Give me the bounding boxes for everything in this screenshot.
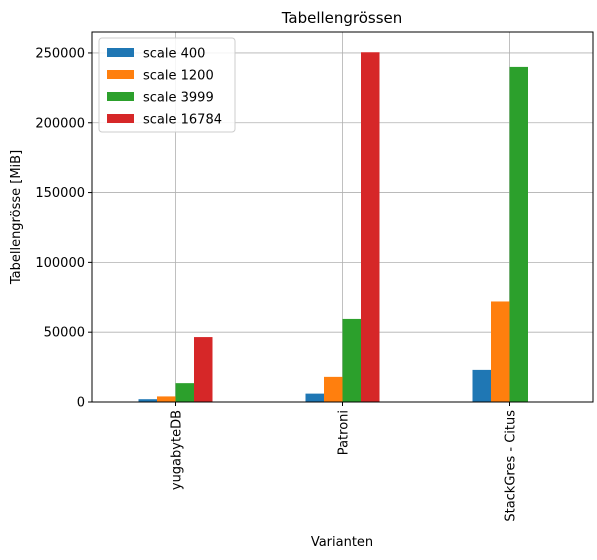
bar xyxy=(509,66,528,402)
legend-swatch xyxy=(107,48,134,57)
y-axis-title: Tabellengrösse [MiB] xyxy=(9,150,24,285)
chart-title: Tabellengrössen xyxy=(281,9,403,27)
x-tick-label: yugabyteDB xyxy=(170,410,185,490)
bar xyxy=(194,337,213,402)
legend-box xyxy=(98,37,236,133)
bar xyxy=(175,383,194,402)
legend-label: scale 1200 xyxy=(143,69,214,84)
bar xyxy=(138,399,157,402)
x-axis-title: Varianten xyxy=(311,535,373,550)
y-axis: 0 50000 100000 150000 200000 250000 xyxy=(35,46,92,411)
bars xyxy=(138,52,528,403)
legend-label: scale 3999 xyxy=(143,91,214,106)
y-tick-label: 100000 xyxy=(35,256,85,271)
legend-swatch xyxy=(107,70,134,79)
bar xyxy=(342,318,361,402)
y-tick-label: 50000 xyxy=(44,326,85,341)
legend: scale 400 scale 1200 scale 3999 scale 16784 xyxy=(98,37,236,133)
bar xyxy=(361,52,380,403)
bar xyxy=(305,393,324,402)
legend-swatch xyxy=(107,92,134,101)
y-tick-label: 200000 xyxy=(35,116,85,131)
legend-label: scale 16784 xyxy=(143,113,222,128)
y-tick-label: 0 xyxy=(77,396,85,411)
bar xyxy=(472,369,491,402)
bar xyxy=(324,376,343,402)
bar xyxy=(157,396,176,402)
y-tick-label: 150000 xyxy=(35,186,85,201)
y-tick-label: 250000 xyxy=(35,46,85,61)
bar xyxy=(491,301,510,402)
legend-swatch xyxy=(107,114,134,123)
legend-label: scale 400 xyxy=(143,47,205,62)
x-axis: yugabyteDB Patroni StackGres - Citus xyxy=(170,402,519,522)
x-tick-label: StackGres - Citus xyxy=(504,410,519,522)
x-tick-label: Patroni xyxy=(337,410,352,455)
